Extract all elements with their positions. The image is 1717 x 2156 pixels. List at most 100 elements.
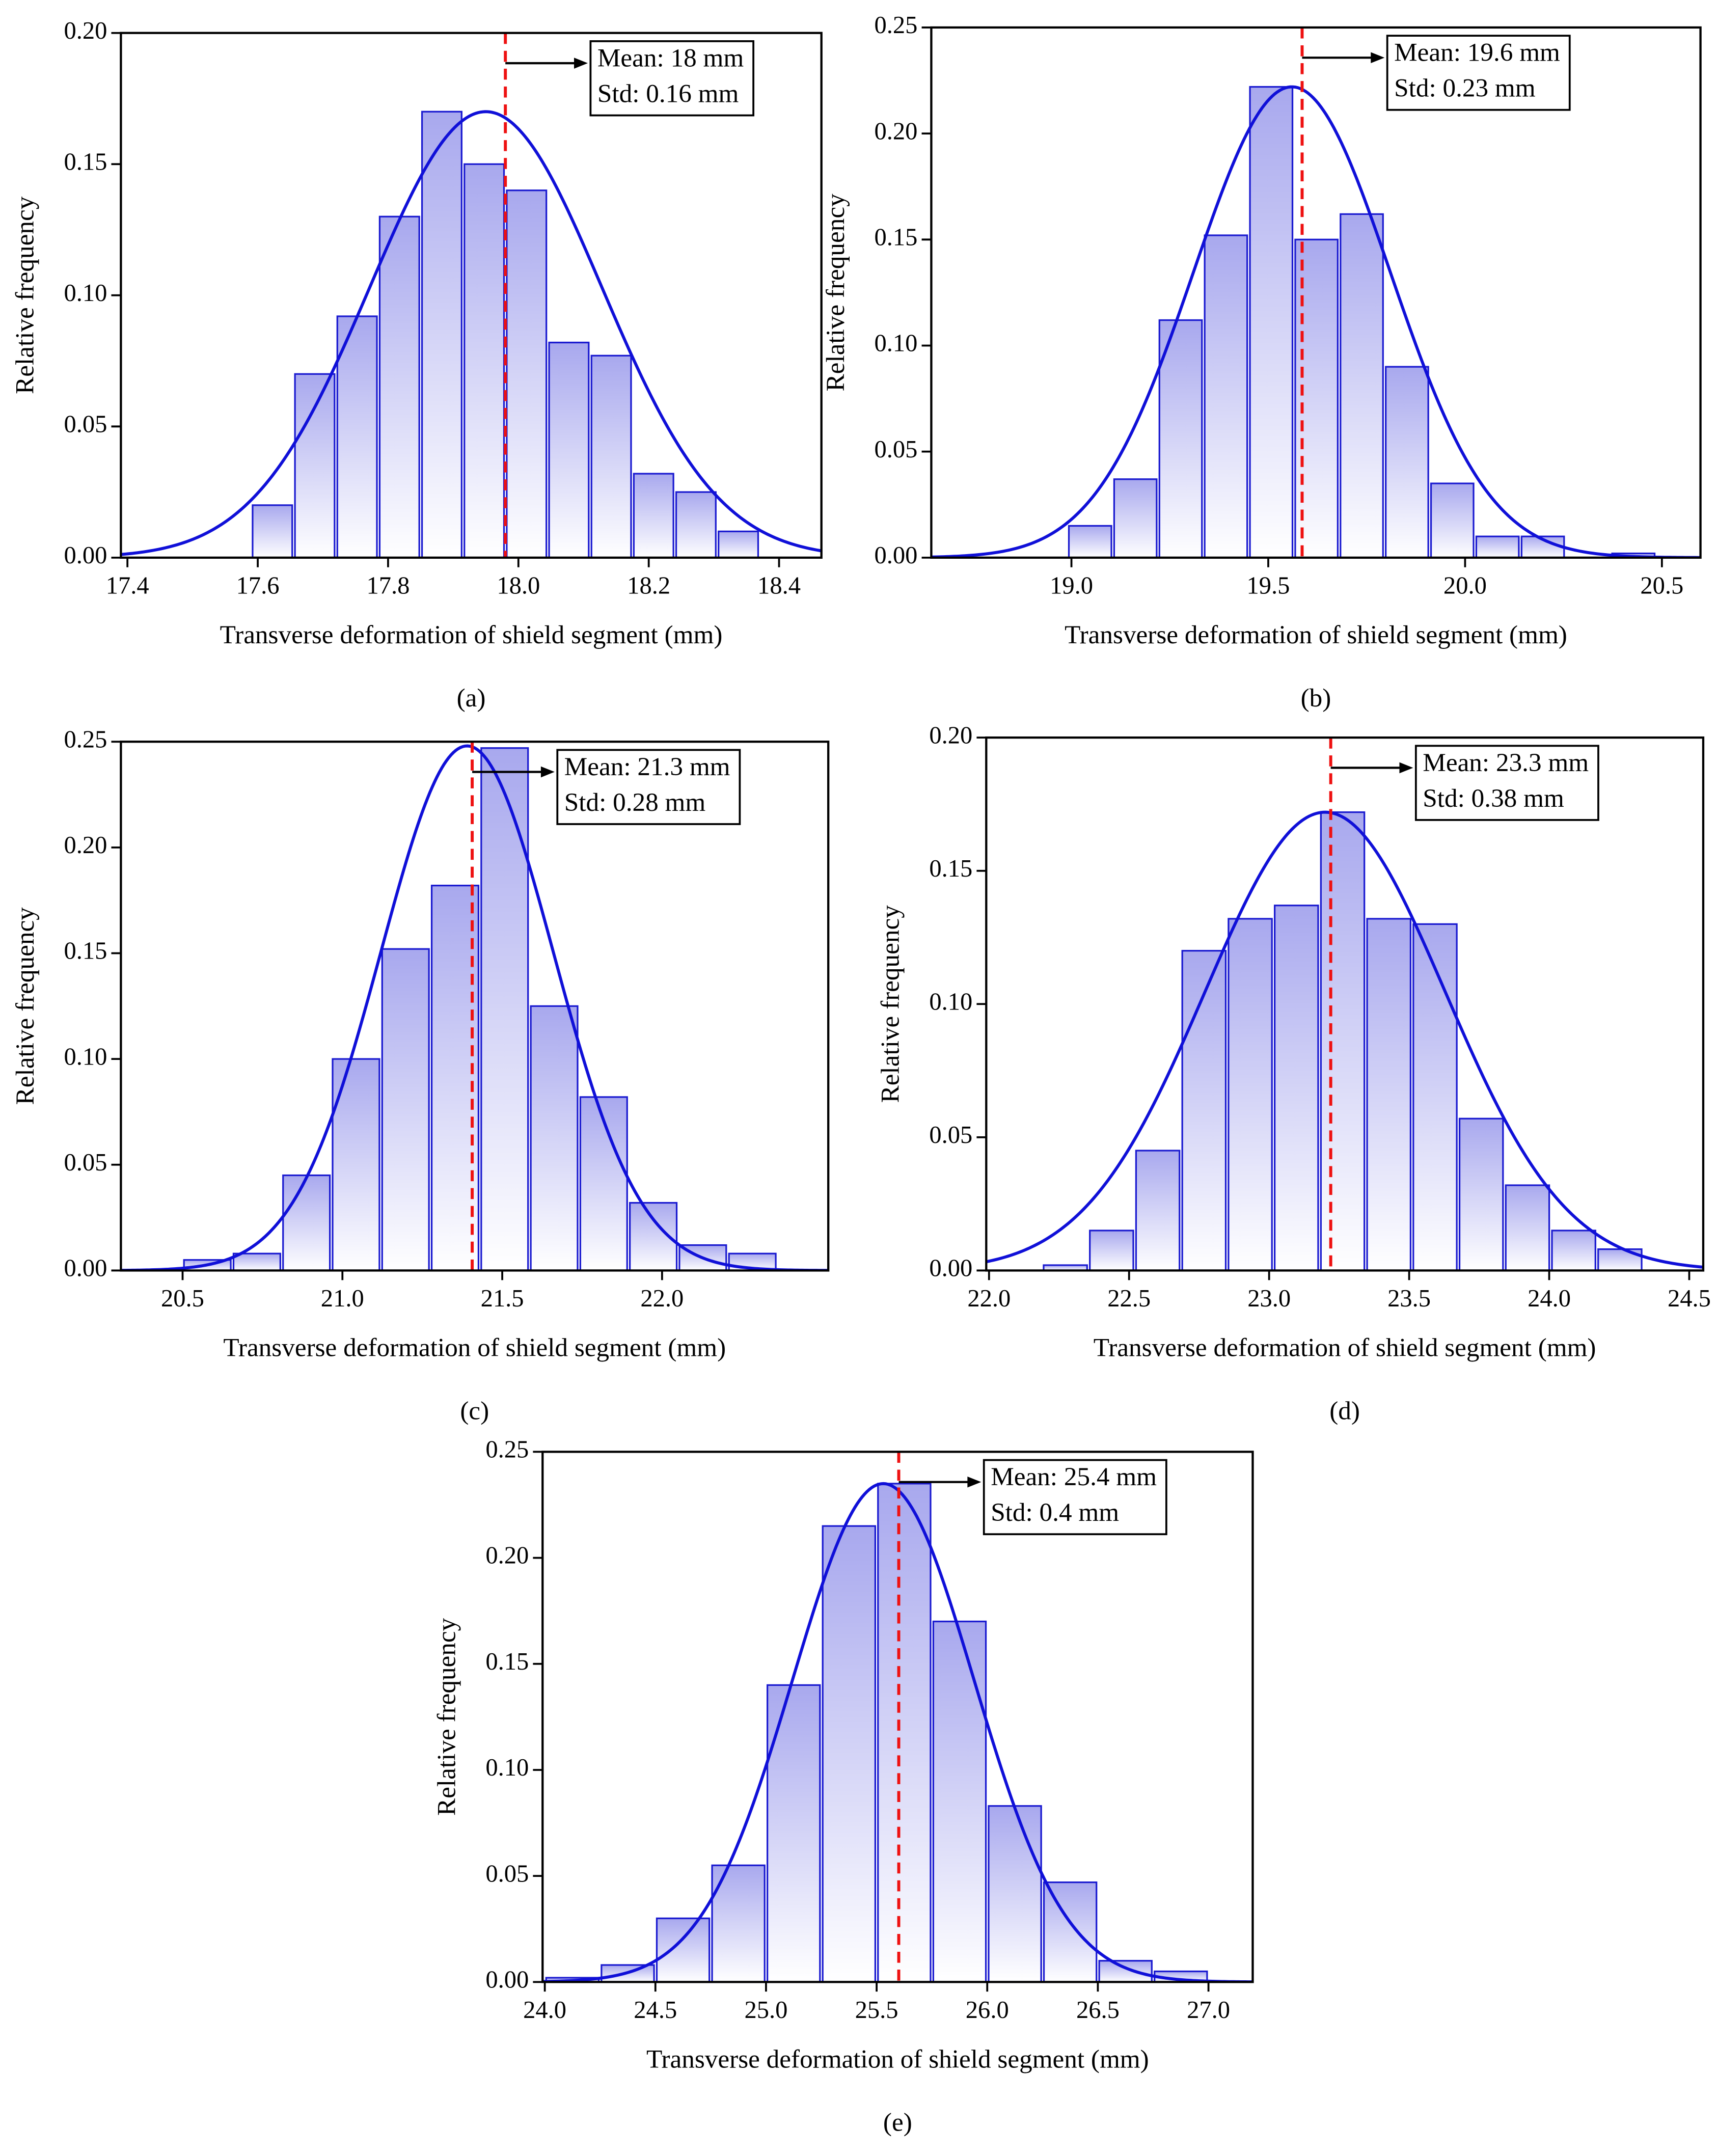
bar bbox=[1113, 478, 1158, 559]
x-axis-title: Transverse deformation of shield segment… bbox=[223, 1333, 726, 1362]
y-tick-label: 0.20 bbox=[485, 1542, 529, 1569]
y-tick-label: 0.00 bbox=[875, 542, 918, 569]
x-tick-label: 26.5 bbox=[1076, 1997, 1120, 2024]
bar bbox=[1294, 238, 1339, 559]
bar bbox=[1430, 482, 1475, 559]
annotation-box bbox=[1414, 745, 1599, 821]
y-axis-title: Relative frequency bbox=[11, 196, 40, 394]
x-tick-label: 25.5 bbox=[855, 1997, 898, 2024]
bar bbox=[1249, 86, 1294, 559]
bar bbox=[1412, 923, 1458, 1272]
y-tick-label: 0.10 bbox=[64, 280, 107, 307]
x-tick-label: 19.5 bbox=[1247, 572, 1290, 599]
annotation-box bbox=[589, 40, 755, 117]
bar bbox=[1068, 525, 1112, 559]
x-tick-label: 20.0 bbox=[1443, 572, 1487, 599]
x-tick-label: 18.4 bbox=[757, 572, 801, 599]
y-tick-label: 0.05 bbox=[64, 1149, 107, 1176]
annotation-box bbox=[983, 1459, 1167, 1536]
x-tick-label: 26.0 bbox=[966, 1997, 1009, 2024]
x-tick-label: 24.0 bbox=[1528, 1285, 1571, 1312]
y-tick-label: 0.20 bbox=[929, 722, 972, 749]
x-tick-label: 17.4 bbox=[106, 572, 149, 599]
y-tick-label: 0.05 bbox=[485, 1860, 529, 1887]
panel-label: (e) bbox=[883, 2108, 912, 2137]
x-tick-label: 23.0 bbox=[1247, 1285, 1291, 1312]
y-tick-label: 0.15 bbox=[875, 224, 918, 251]
bar bbox=[822, 1525, 877, 1983]
bar bbox=[1340, 213, 1384, 559]
panel: 22.0 22.5 23.0 23.5 24.0 24.5 0.00 0.05 0.10 0.15… bbox=[876, 722, 1711, 1425]
y-tick-label: 0.10 bbox=[875, 330, 918, 357]
x-tick-label: 21.5 bbox=[481, 1285, 524, 1312]
annotation-text: Mean: 23.3 mm bbox=[1423, 748, 1589, 777]
arrow-head bbox=[967, 1476, 982, 1488]
annotation-text: Mean: 21.3 mm bbox=[564, 752, 730, 781]
panel: 24.0 24.5 25.0 25.5 26.0 26.5 27.0 0.00 0.05 0.10… bbox=[432, 1436, 1254, 2137]
bar bbox=[1089, 1230, 1134, 1272]
bar bbox=[1181, 950, 1227, 1272]
y-tick-label: 0.20 bbox=[64, 832, 107, 859]
bar bbox=[294, 373, 336, 559]
bar bbox=[282, 1174, 331, 1272]
panel-label: (a) bbox=[457, 684, 486, 713]
y-tick-label: 0.15 bbox=[929, 855, 972, 882]
bar bbox=[767, 1684, 821, 1983]
x-tick-label: 17.8 bbox=[366, 572, 410, 599]
plot-frame bbox=[930, 26, 1702, 559]
arrow-head bbox=[574, 58, 588, 69]
bar bbox=[1273, 905, 1319, 1272]
bar bbox=[1475, 535, 1520, 559]
panel-label: (c) bbox=[460, 1397, 489, 1426]
y-tick-label: 0.00 bbox=[64, 542, 107, 569]
panel: 19.0 19.5 20.0 20.5 0.00 0.05 0.10 0.15 0.20 0.25… bbox=[821, 12, 1702, 713]
annotation-text: Std: 0.4 mm bbox=[991, 1498, 1119, 1527]
bar bbox=[1458, 1117, 1504, 1272]
y-tick-label: 0.00 bbox=[64, 1255, 107, 1282]
bar bbox=[421, 111, 462, 559]
panel: 17.4 17.6 17.8 18.0 18.2 18.4 0.00 0.05 0.10 0.15… bbox=[11, 17, 823, 713]
x-axis-title: Transverse deformation of shield segment… bbox=[1094, 1333, 1596, 1362]
bar bbox=[1158, 319, 1203, 559]
x-axis-title: Transverse deformation of shield segment… bbox=[646, 2044, 1149, 2073]
bar bbox=[506, 189, 548, 559]
bar bbox=[718, 530, 759, 559]
x-tick-label: 21.0 bbox=[321, 1285, 364, 1312]
bar bbox=[252, 504, 293, 559]
bar bbox=[1135, 1150, 1181, 1272]
x-tick-label: 17.6 bbox=[236, 572, 280, 599]
y-tick-label: 0.00 bbox=[485, 1966, 529, 1993]
y-tick-label: 0.10 bbox=[929, 988, 972, 1015]
bar bbox=[1228, 918, 1273, 1272]
arrow-head bbox=[1371, 52, 1385, 64]
bar bbox=[1505, 1184, 1550, 1272]
y-tick-label: 0.05 bbox=[64, 411, 107, 438]
y-tick-label: 0.15 bbox=[64, 938, 107, 965]
x-tick-label: 24.5 bbox=[1668, 1285, 1711, 1312]
y-tick-label: 0.05 bbox=[929, 1122, 972, 1149]
x-tick-label: 18.0 bbox=[497, 572, 540, 599]
x-tick-label: 27.0 bbox=[1187, 1997, 1230, 2024]
x-tick-label: 24.0 bbox=[523, 1997, 566, 2024]
bar bbox=[656, 1917, 711, 1983]
annotation-text: Std: 0.38 mm bbox=[1423, 784, 1564, 813]
y-tick-label: 0.15 bbox=[64, 148, 107, 175]
x-tick-label: 20.5 bbox=[161, 1285, 204, 1312]
bar bbox=[232, 1252, 281, 1272]
y-tick-label: 0.05 bbox=[875, 436, 918, 463]
fit-curve bbox=[121, 110, 822, 556]
x-tick-label: 19.0 bbox=[1050, 572, 1093, 599]
bar bbox=[579, 1096, 628, 1272]
panel-label: (d) bbox=[1329, 1397, 1360, 1426]
y-axis-title: Relative frequency bbox=[876, 905, 905, 1103]
annotation-text: Std: 0.23 mm bbox=[1394, 74, 1536, 103]
fit-curve bbox=[931, 85, 1701, 558]
y-tick-label: 0.25 bbox=[485, 1436, 529, 1463]
bar bbox=[633, 473, 674, 559]
panel: 20.5 21.0 21.5 22.0 0.00 0.05 0.10 0.15 0.20 0.25… bbox=[11, 726, 830, 1426]
bar bbox=[1204, 234, 1248, 559]
x-tick-label: 22.0 bbox=[967, 1285, 1011, 1312]
annotation-box bbox=[556, 749, 741, 825]
annotation-text: Mean: 19.6 mm bbox=[1394, 38, 1560, 67]
